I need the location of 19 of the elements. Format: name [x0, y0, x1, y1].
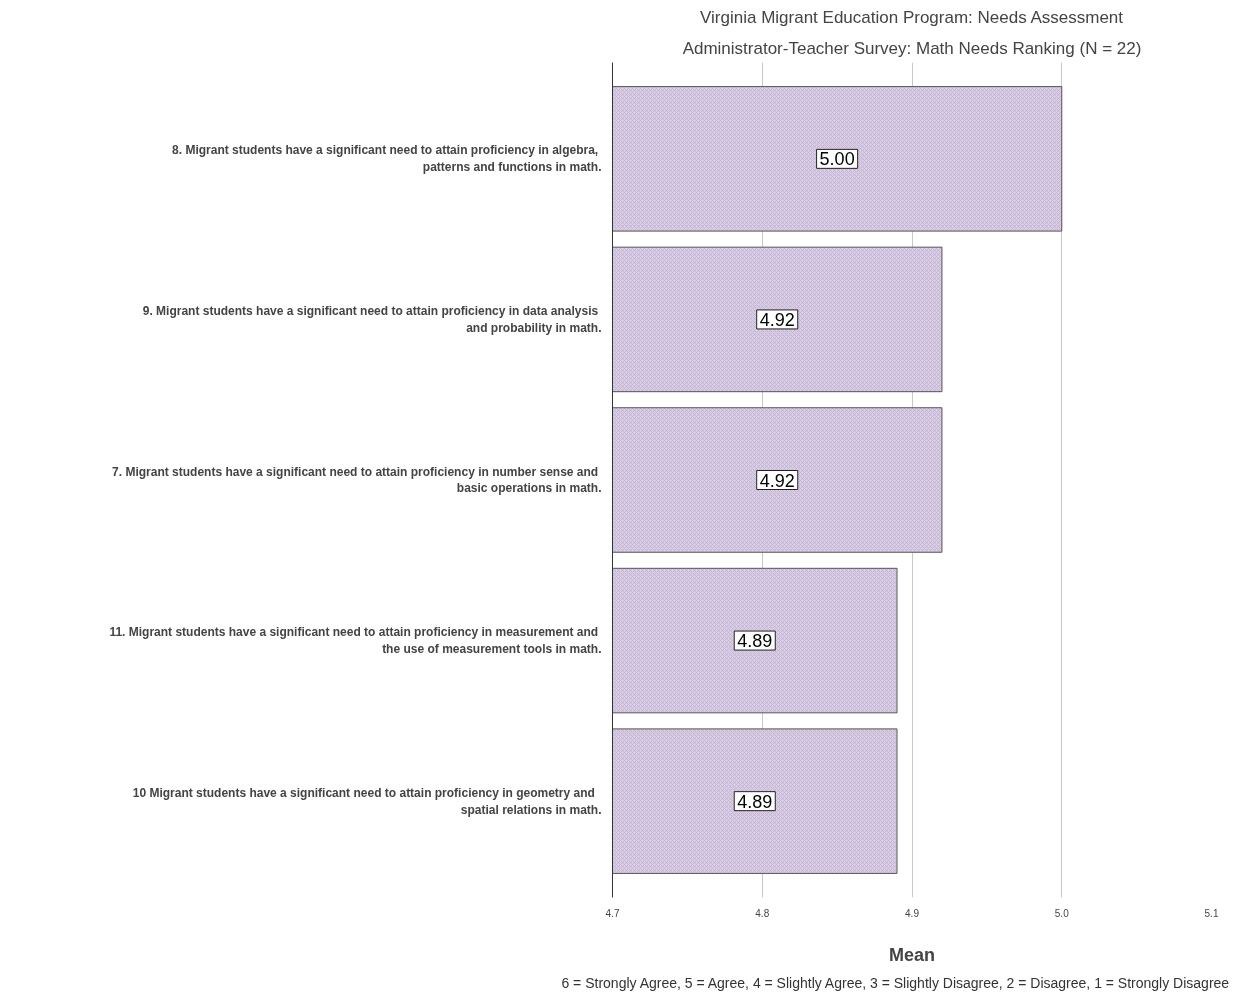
data-label: 4.89 [737, 791, 773, 812]
x-tick-label: 4.7 [605, 907, 620, 919]
y-tick-label: 8. Migrant students have a significant need to attain proficiency in algebra, patterns and functions in math. [172, 143, 602, 175]
data-label: 4.92 [759, 470, 795, 491]
chart-title: Virginia Migrant Education Program: Needs Assessment [700, 7, 1124, 27]
data-label: 5.00 [819, 149, 855, 170]
y-tick-label: 9. Migrant students have a significant need to attain proficiency in data analysis and probability in math. [142, 304, 602, 335]
x-tick-label: 4.8 [755, 907, 770, 919]
text: 6 = Strongly Agree, 5 = Agree, 4 = Slightly Agree, 3 = Slightly Disagree, 2 = Disagree, 1 = Strongly Disagree [561, 974, 1230, 991]
chart-subtitle: Administrator-Teacher Survey: Math Needs Ranking (N = 22) [682, 38, 1142, 58]
data-label: 4.92 [759, 309, 795, 330]
y-tick-label: 7. Migrant students have a significant need to attain proficiency in number sense and basic operations in math. [112, 464, 602, 496]
x-tick-label: 4.9 [905, 907, 920, 919]
y-tick-label: 11. Migrant students have a significant need to attain proficiency in measurement and the use of measurement tools in math. [109, 625, 602, 656]
x-tick-label: 5.0 [1054, 907, 1070, 919]
x-axis-title: Mean [888, 944, 936, 965]
x-tick-label: 5.1 [1204, 907, 1219, 919]
y-tick-label: 10 Migrant students have a significant need to attain proficiency in geometry and spatial relations in math. [132, 785, 602, 817]
data-label: 4.89 [737, 631, 773, 652]
